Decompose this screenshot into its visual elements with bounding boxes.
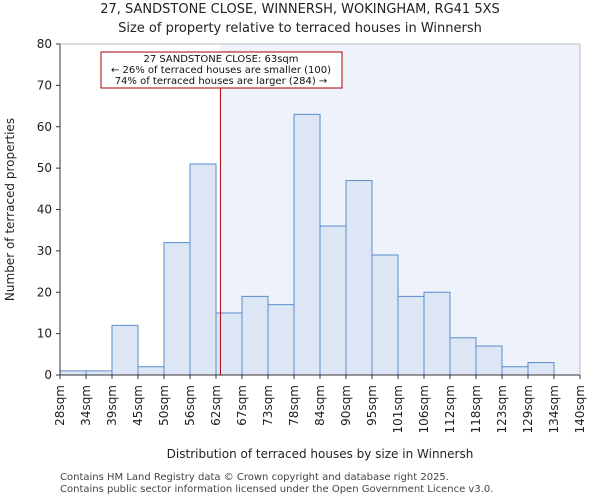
bar-106sqm bbox=[423, 291, 451, 376]
y-tick-label: 60 bbox=[37, 120, 52, 134]
y-tick-label: 40 bbox=[37, 203, 52, 217]
footer-copyright: Contains HM Land Registry data © Crown c… bbox=[60, 472, 449, 483]
bar-62sqm bbox=[215, 312, 243, 376]
x-tick-label: 123sqm bbox=[495, 385, 509, 433]
annotation-box bbox=[100, 51, 343, 89]
x-axis-label: Distribution of terraced houses by size … bbox=[167, 447, 474, 461]
bar-118sqm bbox=[475, 345, 503, 376]
y-tick-label: 70 bbox=[37, 78, 52, 92]
bars-group bbox=[59, 113, 555, 376]
y-tick-label: 50 bbox=[37, 161, 52, 175]
bar-39sqm bbox=[111, 324, 139, 376]
x-tick-label: 140sqm bbox=[573, 385, 587, 433]
x-tick-label: 134sqm bbox=[547, 385, 561, 433]
x-tick-label: 62sqm bbox=[209, 385, 223, 426]
x-tick-label: 118sqm bbox=[469, 385, 483, 433]
x-tick-label: 106sqm bbox=[417, 385, 431, 433]
histogram-chart: 0 10 20 30 40 50 60 70 80 28sqm 34sqm 39sqm 45sqm 50… bbox=[3, 37, 587, 461]
bar-95sqm bbox=[371, 254, 399, 376]
x-tick-label: 50sqm bbox=[157, 385, 171, 426]
footer-licence: Contains public sector information licen… bbox=[60, 484, 494, 495]
bar-129sqm bbox=[527, 362, 555, 376]
x-tick-label: 95sqm bbox=[365, 385, 379, 426]
y-tick-label: 0 bbox=[44, 368, 52, 382]
y-tick-label: 30 bbox=[37, 244, 52, 258]
x-tick-label: 90sqm bbox=[339, 385, 353, 426]
x-tick-label: 78sqm bbox=[287, 385, 301, 426]
bar-78sqm bbox=[293, 113, 321, 376]
x-tick-label: 28sqm bbox=[53, 385, 67, 426]
bar-50sqm bbox=[163, 242, 191, 376]
bar-45sqm bbox=[137, 366, 165, 376]
annotation-line1: 27 SANDSTONE CLOSE: 63sqm bbox=[143, 54, 298, 65]
y-tick-label: 10 bbox=[37, 327, 52, 341]
x-tick-label: 129sqm bbox=[521, 385, 535, 433]
y-tick-label: 80 bbox=[37, 37, 52, 51]
annotation-line3: 74% of terraced houses are larger (284) … bbox=[115, 76, 328, 87]
x-tick-label: 84sqm bbox=[313, 385, 327, 426]
x-tick-label: 101sqm bbox=[391, 385, 405, 433]
bar-67sqm bbox=[241, 295, 269, 376]
bar-73sqm bbox=[267, 304, 295, 376]
bar-101sqm bbox=[397, 295, 425, 376]
y-ticks-group: 0 10 20 30 40 50 60 70 80 bbox=[37, 37, 60, 382]
x-tick-label: 112sqm bbox=[443, 385, 457, 433]
annotation-line2: ← 26% of terraced houses are smaller (10… bbox=[111, 65, 331, 76]
bar-28sqm bbox=[59, 370, 87, 376]
x-tick-label: 67sqm bbox=[235, 385, 249, 426]
x-tick-label: 39sqm bbox=[105, 385, 119, 426]
x-tick-label: 45sqm bbox=[131, 385, 145, 426]
y-tick-label: 20 bbox=[37, 285, 52, 299]
chart-title-line2: Size of property relative to terraced ho… bbox=[118, 21, 482, 36]
bar-112sqm bbox=[449, 337, 477, 376]
bar-56sqm bbox=[189, 163, 217, 376]
x-tick-label: 73sqm bbox=[261, 385, 275, 426]
x-tick-label: 56sqm bbox=[183, 385, 197, 426]
y-axis-label: Number of terraced properties bbox=[3, 118, 17, 301]
bar-34sqm bbox=[85, 370, 113, 376]
x-tick-label: 34sqm bbox=[79, 385, 93, 426]
chart-title-line1: 27, SANDSTONE CLOSE, WINNERSH, WOKINGHAM… bbox=[100, 2, 500, 17]
bar-123sqm bbox=[501, 366, 529, 376]
x-ticks-group: 28sqm 34sqm 39sqm 45sqm 50sqm 56sqm 62sqm 67sqm… bbox=[53, 375, 587, 433]
bar-90sqm bbox=[345, 180, 373, 376]
bar-84sqm bbox=[319, 225, 347, 376]
